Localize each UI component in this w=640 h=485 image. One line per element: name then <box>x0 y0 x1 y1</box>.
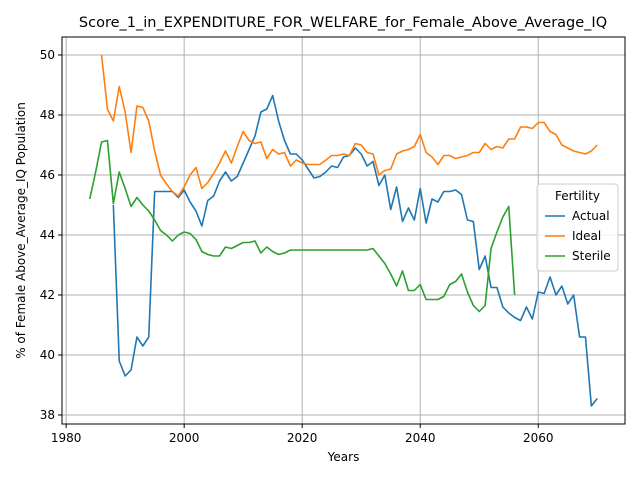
x-tick-label: 2040 <box>405 431 436 445</box>
y-tick-label: 46 <box>40 168 55 182</box>
x-tick-label: 1980 <box>51 431 82 445</box>
y-tick-label: 50 <box>40 48 55 62</box>
y-tick-label: 40 <box>40 348 55 362</box>
series-lines <box>88 54 598 407</box>
plot-frame <box>61 36 626 425</box>
legend-box <box>536 183 619 272</box>
chart-title: Score_1_in_EXPENDITURE_FOR_WELFARE_for_F… <box>79 15 607 31</box>
x-tick-label: 2000 <box>169 431 200 445</box>
y-tick-label: 44 <box>40 228 55 242</box>
y-tick-label: 48 <box>40 108 55 122</box>
legend: Fertility Actual Ideal Sterile <box>536 183 619 272</box>
y-tick-label: 38 <box>40 408 55 422</box>
y-tick-label: 42 <box>40 288 55 302</box>
legend-label-ideal: Ideal <box>572 229 601 243</box>
x-axis-label: Years <box>327 450 360 464</box>
y-axis-label: % of Female Above_Average_IQ Population <box>14 102 28 359</box>
legend-label-actual: Actual <box>572 209 610 223</box>
legend-label-sterile: Sterile <box>572 249 611 263</box>
x-tick-label: 2060 <box>523 431 554 445</box>
gridlines <box>62 37 625 424</box>
series-line-ideal <box>100 54 598 197</box>
x-tick-label: 2020 <box>287 431 318 445</box>
legend-title: Fertility <box>555 189 600 203</box>
series-line-sterile <box>88 139 516 313</box>
axis-ticks: 1980 2000 2020 2040 2060 38 40 42 44 46 48 50 <box>40 48 554 445</box>
legend-entries: Actual Ideal Sterile <box>545 209 611 263</box>
series-line-actual <box>112 94 598 407</box>
